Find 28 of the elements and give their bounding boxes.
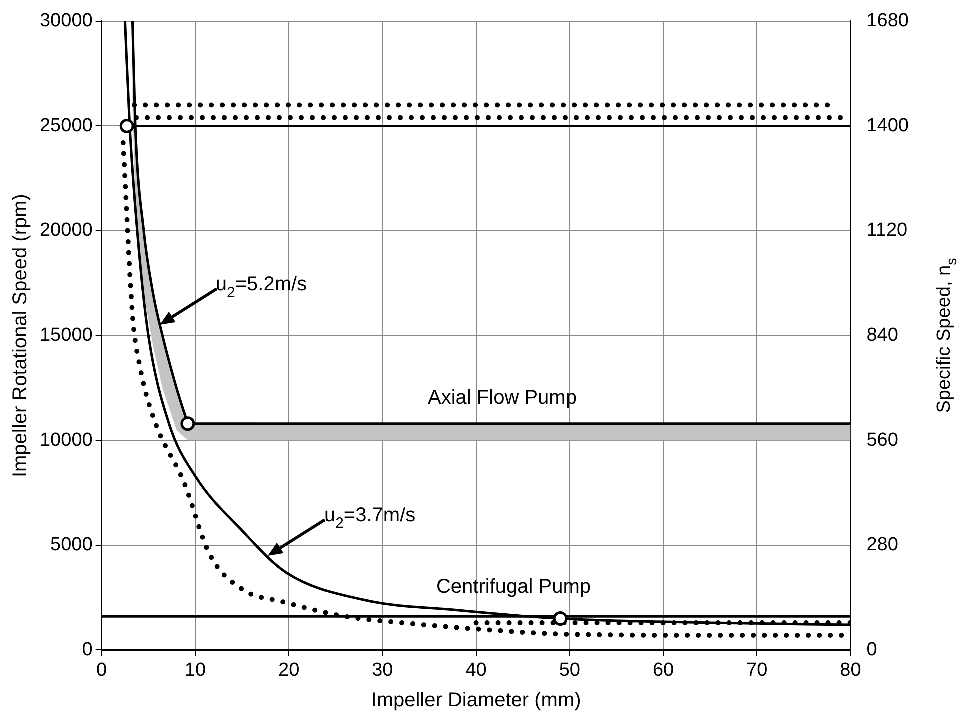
y-tick-label: 0 [82, 639, 93, 660]
y2-tick-label: 1680 [866, 10, 910, 32]
x-tick-label: 10 [184, 660, 206, 681]
y2-tick-label: 1120 [866, 220, 908, 242]
y2-tick-label: 1400 [866, 115, 910, 136]
x-tick-label: 80 [840, 660, 862, 681]
y2-tick-label: 840 [866, 325, 898, 346]
annotation: Axial Flow Pump [428, 387, 577, 410]
y-tick-label: 20000 [40, 220, 93, 242]
y-tick-label: 30000 [40, 10, 93, 32]
x-tick-label: 60 [652, 660, 674, 681]
y2-axis-title: Specific Speed, ns [934, 258, 959, 414]
x-tick-label: 20 [278, 660, 300, 681]
y2-tick-label: 280 [866, 534, 898, 556]
y-tick-label: 25000 [40, 115, 93, 136]
x-tick-label: 40 [466, 660, 487, 681]
x-tick-label: 0 [96, 660, 108, 681]
annotation: Centrifugal Pump [436, 576, 591, 598]
y-tick-label: 15000 [40, 325, 93, 346]
x-axis-title: Impeller Diameter (mm) [371, 690, 582, 712]
y-tick-label: 5000 [50, 534, 93, 556]
y2-tick-label: 0 [866, 639, 878, 660]
y-tick-label: 10000 [40, 430, 93, 451]
x-tick-label: 70 [746, 660, 768, 681]
x-tick-label: 50 [559, 660, 580, 681]
x-tick-label: 30 [372, 660, 394, 681]
y2-tick-label: 560 [866, 430, 898, 451]
y-axis-title: Impeller Rotational Speed (rpm) [10, 194, 32, 478]
